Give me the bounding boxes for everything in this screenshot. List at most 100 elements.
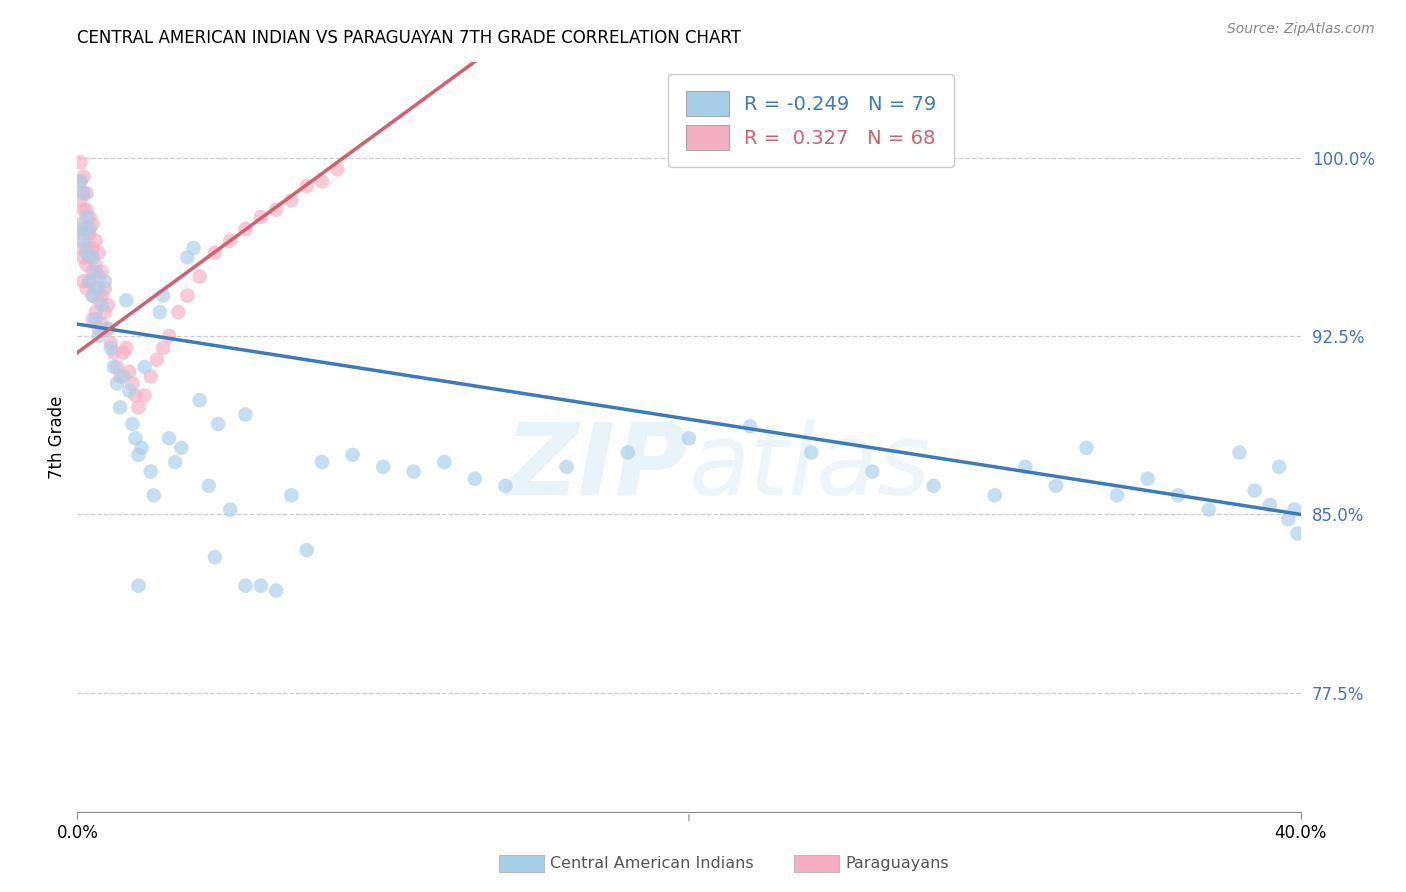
Point (1167, 488, 1189, 502)
Point (87, 329, 110, 343)
Point (72, 186, 94, 201)
Point (198, 479, 221, 493)
Point (176, 288, 198, 302)
Point (105, 376, 128, 391)
Point (105, 359, 128, 374)
Text: Central American Indians: Central American Indians (550, 856, 754, 871)
Legend: R = -0.249   N = 79, R =  0.327   N = 68: R = -0.249 N = 79, R = 0.327 N = 68 (668, 74, 955, 168)
Point (72, 251, 94, 265)
Point (131, 441, 153, 455)
Point (170, 441, 193, 455)
Point (142, 488, 165, 502)
Point (678, 431, 700, 445)
Point (311, 455, 333, 469)
Point (76, 245, 98, 260)
Point (76, 222, 98, 236)
Text: atlas: atlas (689, 418, 931, 516)
Point (69, 174, 91, 188)
Point (90, 317, 112, 331)
Point (87, 281, 110, 295)
Point (76, 186, 98, 201)
Point (326, 162, 349, 177)
Point (124, 388, 146, 402)
Point (1268, 459, 1291, 474)
Point (82, 265, 104, 279)
Point (1198, 502, 1220, 516)
Point (84, 265, 107, 279)
Point (121, 417, 143, 431)
Point (1258, 498, 1281, 512)
Point (555, 459, 578, 474)
Point (1014, 459, 1036, 474)
Point (139, 465, 162, 479)
Point (100, 336, 122, 351)
Text: Paraguayans: Paraguayans (845, 856, 949, 871)
Point (97, 322, 120, 336)
Point (90, 265, 112, 279)
Point (72, 234, 94, 248)
Point (87, 322, 110, 336)
Point (87, 245, 110, 260)
Point (1286, 526, 1309, 541)
Point (127, 448, 149, 462)
Text: ZIP: ZIP (506, 418, 689, 516)
Point (69, 155, 91, 169)
Text: Source: ZipAtlas.com: Source: ZipAtlas.com (1227, 22, 1375, 37)
Point (118, 365, 141, 379)
Point (295, 543, 318, 558)
Point (97, 298, 120, 312)
Point (402, 465, 425, 479)
Point (134, 388, 156, 402)
Point (79, 210, 101, 224)
Point (79, 222, 101, 236)
Point (84, 258, 107, 272)
Point (280, 194, 302, 208)
Point (264, 202, 287, 217)
Point (82, 241, 104, 255)
Point (167, 305, 190, 319)
Point (204, 550, 226, 565)
Point (862, 465, 884, 479)
Point (72, 169, 94, 184)
Point (100, 341, 122, 355)
Point (800, 445, 823, 459)
Point (149, 305, 172, 319)
Point (250, 579, 273, 593)
Point (152, 288, 174, 302)
Point (464, 472, 486, 486)
Point (204, 245, 226, 260)
Point (1277, 512, 1299, 526)
Point (69, 194, 91, 208)
Point (69, 241, 91, 255)
Point (188, 393, 211, 408)
Point (79, 227, 101, 241)
Point (79, 274, 101, 288)
Point (280, 488, 302, 502)
Point (157, 329, 180, 343)
Point (342, 448, 364, 462)
Point (112, 345, 135, 359)
Point (127, 401, 149, 415)
Point (82, 288, 104, 302)
Point (84, 281, 107, 295)
Point (72, 227, 94, 241)
Point (76, 281, 98, 295)
Point (371, 459, 394, 474)
Point (139, 369, 162, 384)
Point (219, 502, 242, 516)
Point (69, 217, 91, 231)
Point (76, 210, 98, 224)
Point (617, 445, 640, 459)
Point (1076, 441, 1098, 455)
Point (84, 305, 107, 319)
Point (82, 217, 104, 231)
Point (108, 401, 131, 415)
Point (97, 322, 120, 336)
Point (115, 341, 138, 355)
Point (84, 234, 107, 248)
Point (235, 579, 257, 593)
Point (152, 341, 174, 355)
Point (79, 274, 101, 288)
Point (121, 376, 143, 391)
Point (146, 352, 169, 367)
